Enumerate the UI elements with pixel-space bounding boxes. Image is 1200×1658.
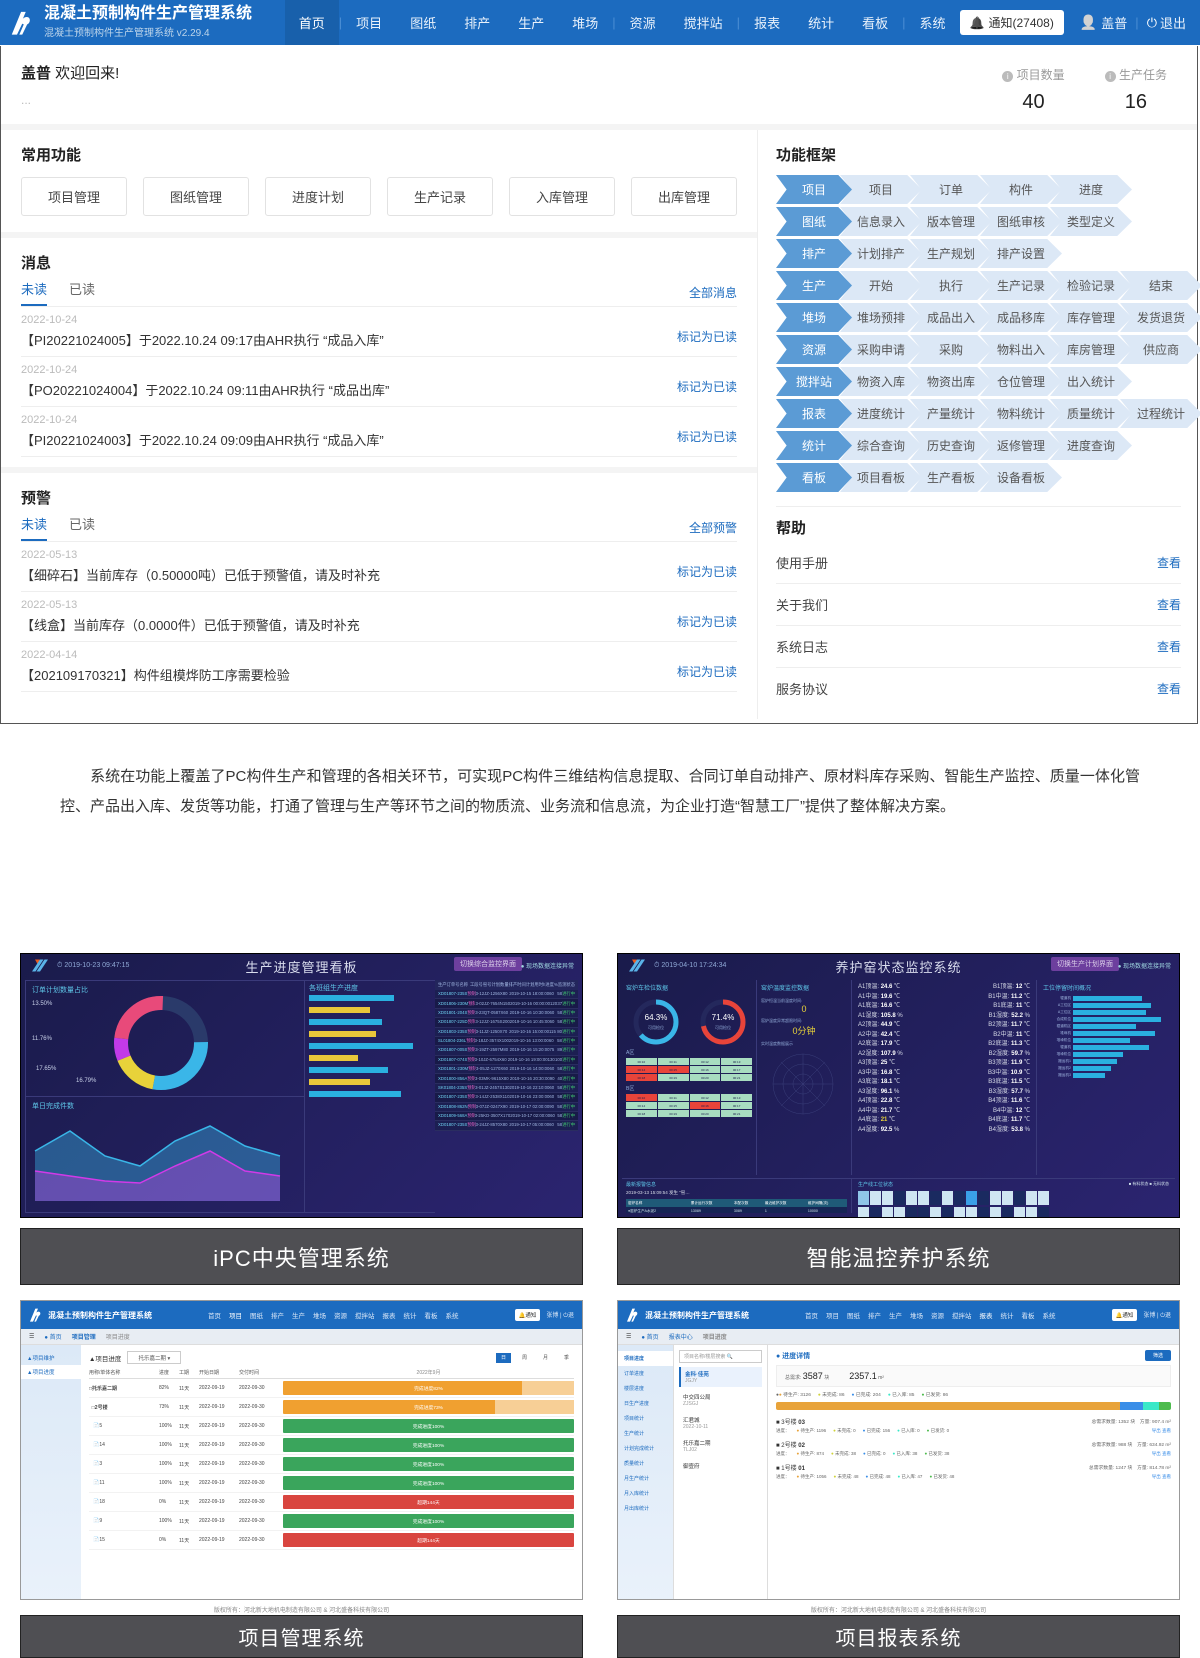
svg-text:可用检位: 可用检位 [715,1024,731,1030]
svg-text:可用检位: 可用检位 [648,1024,664,1030]
svg-text:71.4%: 71.4% [711,1013,734,1022]
svg-text:64.3%: 64.3% [644,1013,667,1022]
